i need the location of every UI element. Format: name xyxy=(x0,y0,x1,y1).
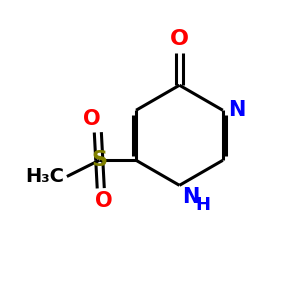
Text: O: O xyxy=(95,191,112,211)
Text: H₃C: H₃C xyxy=(25,167,64,186)
Text: O: O xyxy=(83,110,101,129)
Text: S: S xyxy=(91,150,107,170)
Text: O: O xyxy=(170,29,189,49)
Text: H: H xyxy=(196,196,211,214)
Text: N: N xyxy=(228,100,245,120)
Text: N: N xyxy=(182,187,200,207)
